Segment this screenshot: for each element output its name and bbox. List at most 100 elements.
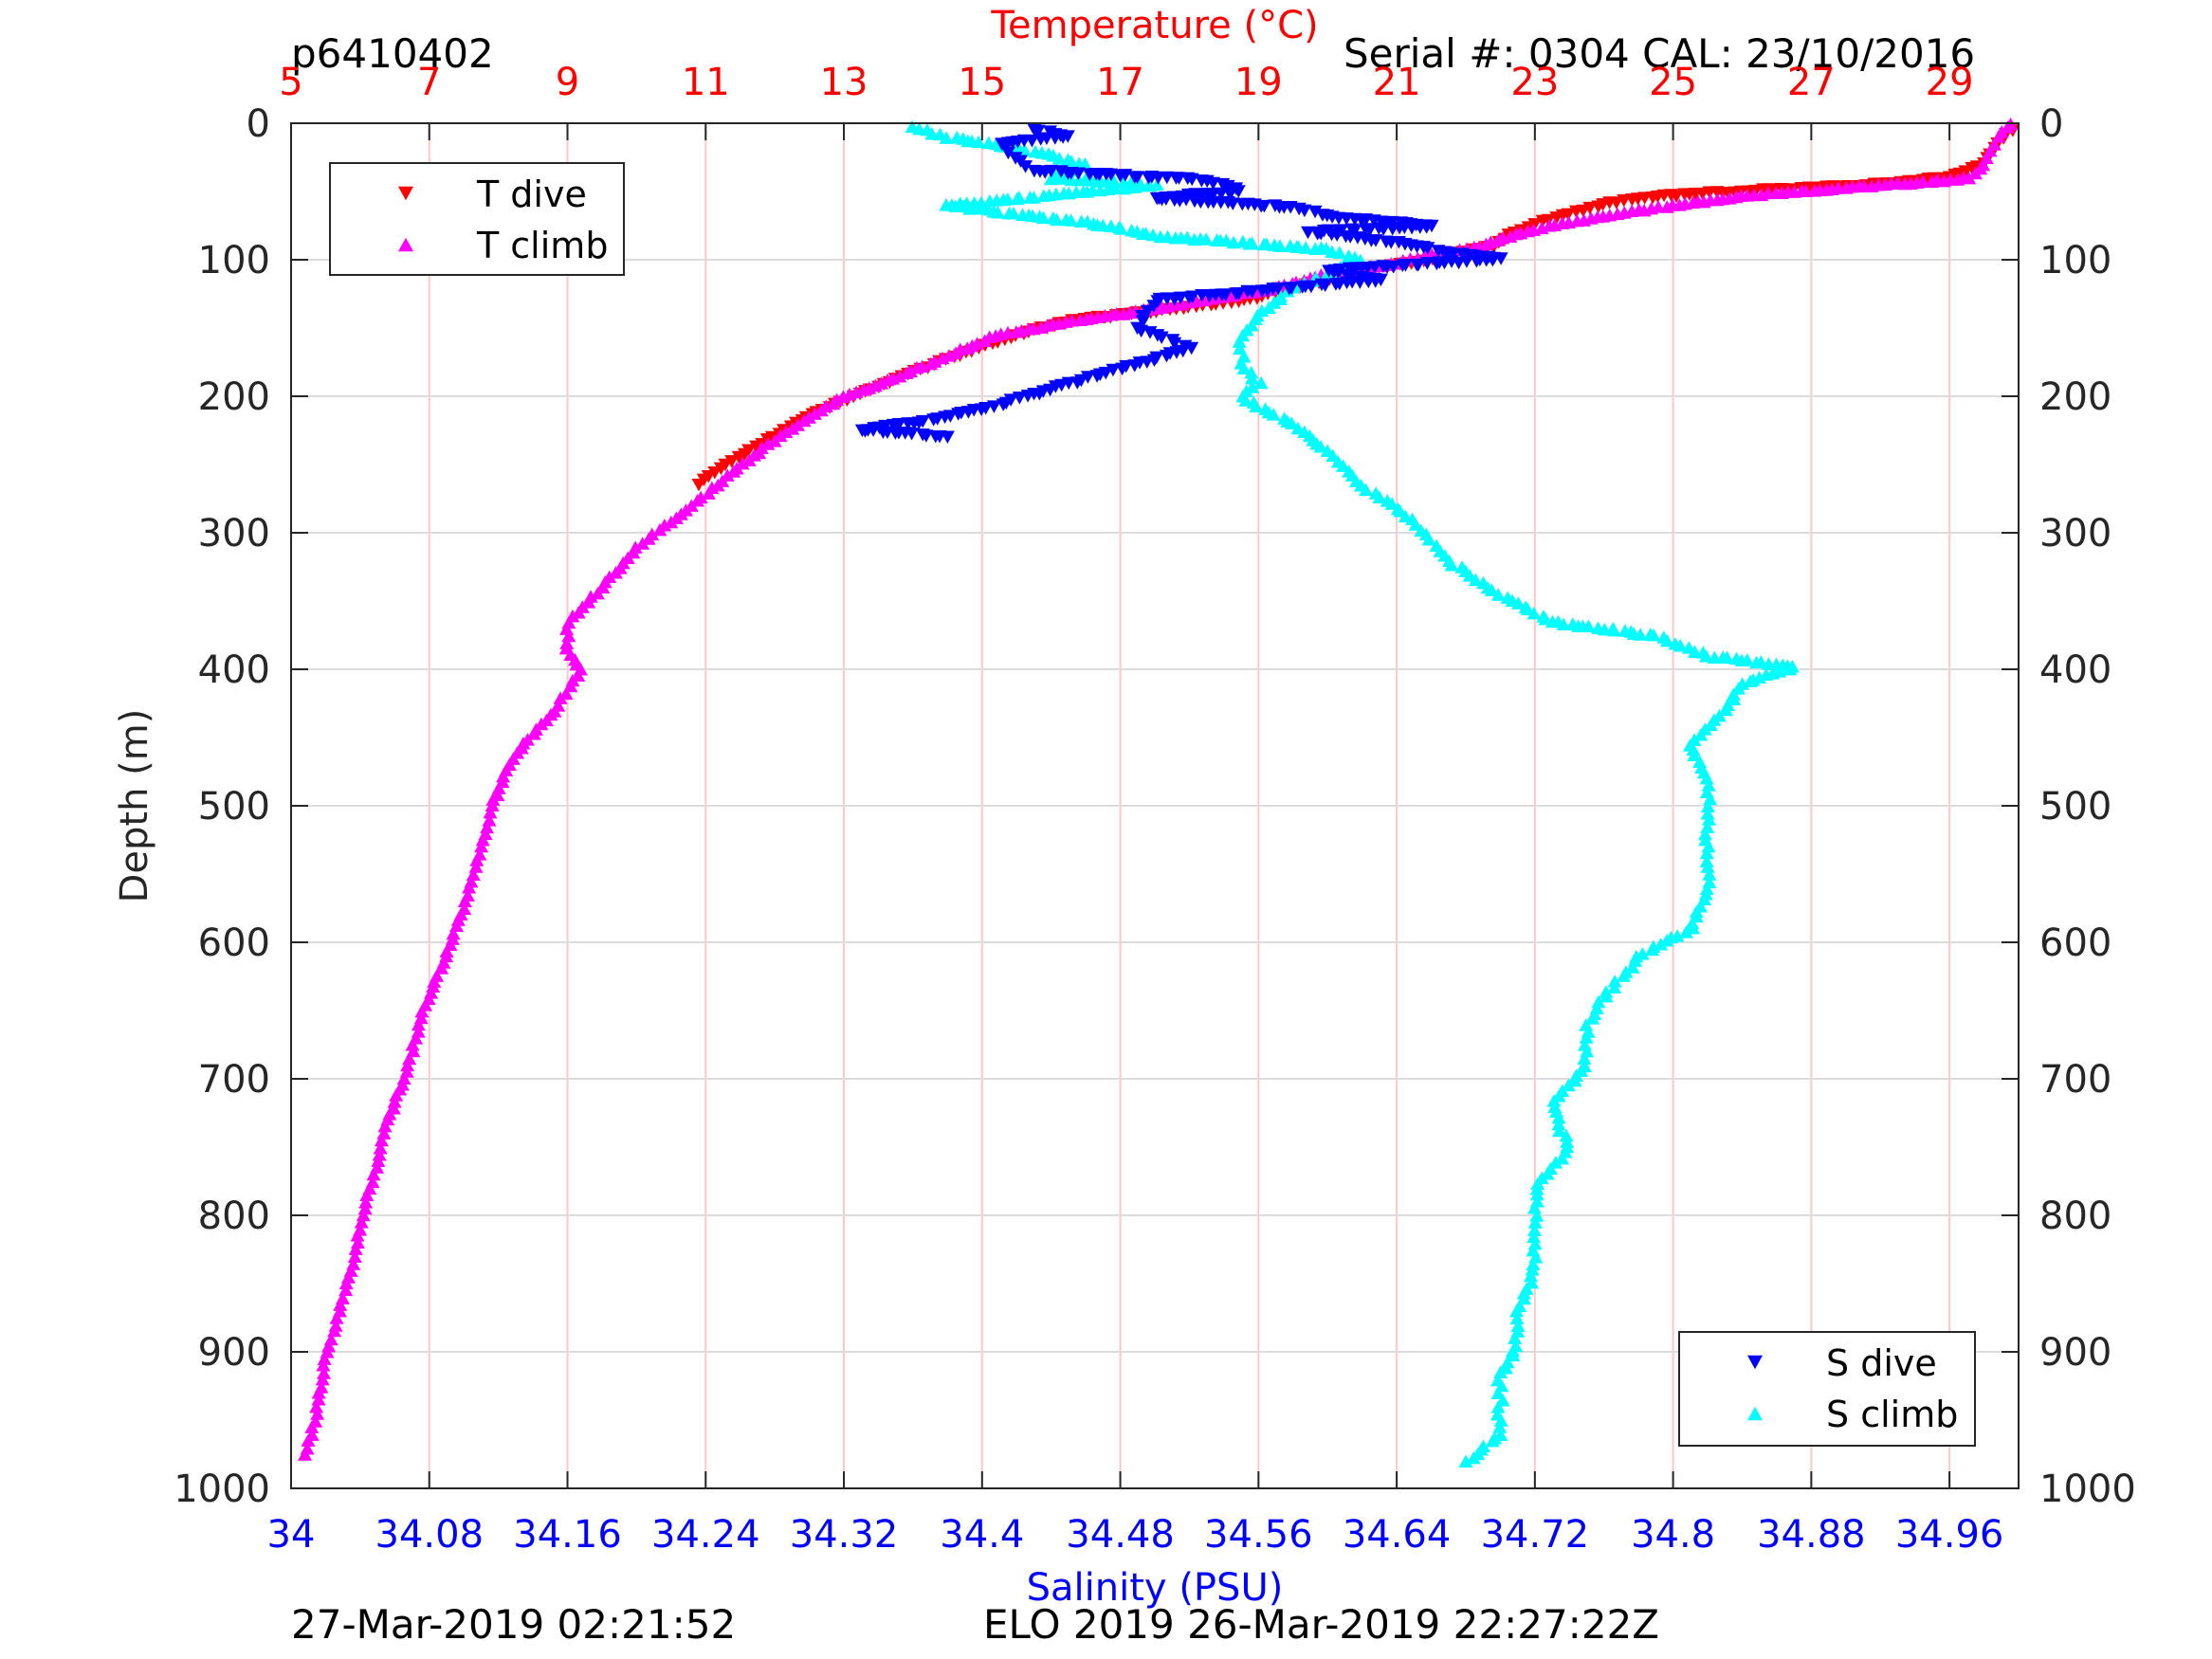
data-point-t_climb — [372, 1147, 387, 1161]
data-point-t_climb — [357, 1201, 373, 1215]
salinity-tick-label: 34.64 — [1343, 1513, 1452, 1557]
salinity-tick-label: 34 — [267, 1513, 316, 1557]
legend-marker-t_climb — [398, 237, 413, 252]
data-point-t_climb — [298, 1448, 313, 1461]
data-point-s_climb — [1646, 628, 1661, 642]
depth-tick-label-right: 600 — [2039, 921, 2111, 965]
data-point-s_climb — [1740, 653, 1755, 666]
temperature-tick-label: 13 — [820, 61, 868, 104]
data-point-s_climb — [1284, 416, 1299, 429]
data-point-s_dive — [1297, 204, 1312, 218]
data-point-s_climb — [1659, 633, 1674, 647]
depth-tick-label-left: 600 — [198, 921, 270, 965]
axis-layer: 0 0 100 100 200 200 300 300 400 400 500 500 600 600 70… — [113, 4, 2136, 1610]
data-point-s_dive — [1130, 171, 1145, 184]
depth-tick-label-right: 100 — [2039, 239, 2111, 283]
data-point-t_climb — [304, 1420, 320, 1433]
data-point-s_climb — [1359, 483, 1374, 497]
data-point-s_climb — [1490, 1400, 1506, 1413]
temperature-tick-label: 23 — [1510, 61, 1559, 104]
depth-tick-label-right: 900 — [2039, 1331, 2111, 1375]
data-point-s_climb — [1686, 921, 1701, 935]
data-point-s_climb — [1244, 365, 1259, 379]
temperature-tick-label: 7 — [417, 61, 441, 104]
depth-tick-label-right: 700 — [2039, 1058, 2111, 1102]
data-point-s_climb — [1607, 975, 1622, 988]
data-point-t_climb — [1534, 221, 1549, 235]
data-point-t_climb — [317, 1366, 332, 1379]
temperature-axis-title: Temperature (°C) — [990, 4, 1318, 47]
data-point-s_climb — [1198, 232, 1214, 246]
data-point-t_climb — [311, 1386, 326, 1399]
data-point-s_climb — [1585, 1012, 1600, 1025]
data-point-t_climb — [935, 351, 950, 365]
data-point-t_climb — [978, 334, 993, 347]
salinity-tick-label: 34.48 — [1066, 1513, 1175, 1557]
data-point-t_climb — [446, 926, 461, 940]
data-point-s_climb — [1567, 1073, 1582, 1087]
data-point-t_dive — [1965, 161, 1980, 175]
data-point-s_climb — [1064, 213, 1079, 227]
data-point-s_dive — [1295, 281, 1310, 294]
data-point-s_climb — [1703, 792, 1718, 806]
data-point-t_climb — [315, 1372, 330, 1386]
legend-marker-s_climb — [1747, 1406, 1763, 1421]
data-point-t_climb — [309, 1400, 324, 1413]
data-point-s_climb — [1551, 1110, 1566, 1124]
data-point-t_climb — [414, 1004, 430, 1018]
footer-timestamp: 27-Mar-2019 02:21:52 — [291, 1601, 737, 1648]
data-point-s_climb — [982, 193, 997, 208]
data-point-s_dive — [940, 430, 955, 444]
data-point-s_dive — [1225, 197, 1240, 210]
depth-tick-label-right: 500 — [2039, 785, 2111, 829]
data-point-t_climb — [485, 793, 501, 806]
salinity-tick-label: 34.88 — [1757, 1513, 1866, 1557]
data-point-s_climb — [1686, 742, 1701, 757]
data-point-s_climb — [1702, 812, 1717, 826]
data-point-s_climb — [1510, 596, 1526, 610]
data-point-s_climb — [1625, 960, 1640, 974]
data-point-s_dive — [1420, 242, 1435, 255]
data-point-t_climb — [405, 1038, 420, 1051]
data-point-t_climb — [635, 537, 650, 550]
data-point-s_climb — [1718, 702, 1733, 717]
depth-tick-label-left: 700 — [198, 1058, 270, 1102]
data-point-s_climb — [939, 131, 954, 144]
temperature-tick-label: 11 — [682, 61, 730, 104]
depth-tick-label-right: 800 — [2039, 1194, 2111, 1238]
data-point-t_climb — [1569, 213, 1584, 228]
data-point-t_dive — [731, 450, 746, 465]
legend-layer: T dive T climb S dive S climb — [329, 162, 1976, 1447]
data-point-s_climb — [1244, 371, 1259, 385]
data-point-t_climb — [333, 1298, 348, 1311]
data-point-s_climb — [971, 135, 986, 149]
legend-label-s_climb: S climb — [1826, 1394, 1958, 1435]
data-point-s_climb — [1050, 212, 1065, 227]
data-point-s_climb — [1266, 408, 1281, 421]
data-point-s_dive — [1229, 287, 1244, 301]
data-point-t_climb — [1542, 219, 1557, 232]
data-point-s_dive — [1314, 278, 1329, 292]
data-point-t_climb — [701, 486, 716, 500]
data-point-s_dive — [1368, 234, 1383, 247]
legend-label-t_climb: T climb — [476, 225, 608, 266]
data-point-s_dive — [1018, 160, 1033, 173]
data-point-s_climb — [1551, 1123, 1566, 1138]
data-point-s_climb — [1526, 1257, 1541, 1271]
data-point-s_dive — [1409, 258, 1424, 272]
data-point-s_climb — [1524, 1268, 1539, 1283]
data-point-s_climb — [1466, 1450, 1481, 1465]
temperature-tick-label: 21 — [1373, 61, 1421, 104]
data-point-s_dive — [1307, 205, 1323, 219]
data-point-s_climb — [1036, 189, 1051, 202]
data-point-s_climb — [1106, 174, 1122, 188]
legend-marker-s_dive — [1747, 1355, 1763, 1370]
depth-tick-label-right: 0 — [2039, 102, 2063, 146]
data-point-s_climb — [1485, 1433, 1500, 1448]
data-point-t_climb — [484, 798, 500, 812]
data-point-s_climb — [1720, 650, 1735, 665]
data-point-s_climb — [1444, 558, 1459, 572]
series-s_climb — [905, 119, 1800, 1468]
data-point-s_dive — [1446, 247, 1461, 261]
data-point-s_climb — [1617, 969, 1632, 982]
